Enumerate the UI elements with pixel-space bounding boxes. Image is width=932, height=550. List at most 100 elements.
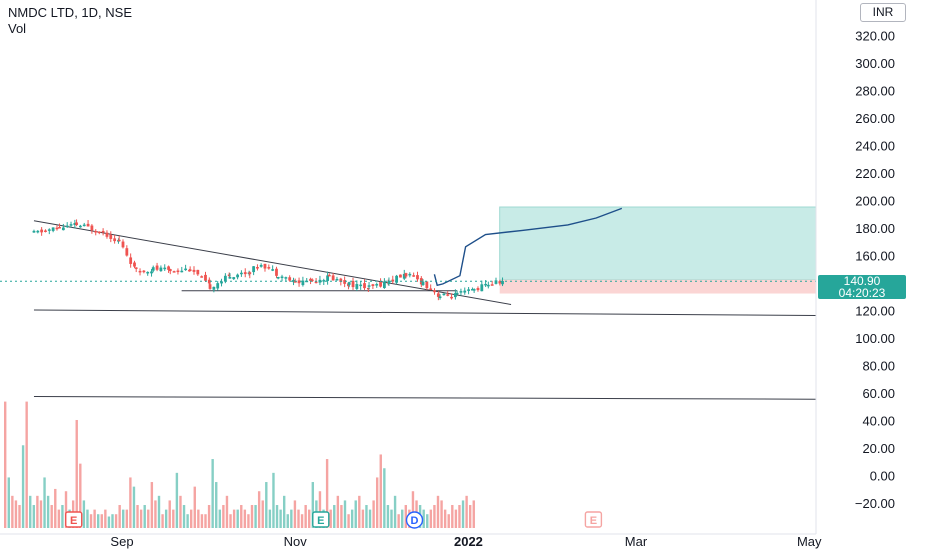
candle-body [259,264,263,267]
candle [476,286,480,292]
candle [40,227,44,236]
symbol-title[interactable]: NMDC LTD, 1D, NSE [8,5,132,20]
volume-bar [465,495,468,528]
earnings-marker [584,511,603,528]
candle [471,287,474,291]
candle-body [176,270,180,273]
candle [155,262,159,272]
candle-body [75,222,78,226]
candle-body [347,282,351,285]
volume-bar [308,509,311,528]
candle-body [436,293,440,297]
volume-bar [472,500,475,528]
candle-body [90,225,94,231]
projection-path[interactable] [433,207,623,287]
volume-bar [436,495,440,528]
candle-body [172,271,176,273]
candle-body [459,291,463,293]
candle-body [180,270,184,273]
volume-bar [197,509,200,528]
candle-body [32,230,36,233]
volume-bar [193,486,196,528]
volume-bar [57,509,61,528]
candle-body [267,267,271,269]
candle-body [151,267,155,271]
volume-bar [401,509,404,528]
candle-body [339,278,343,282]
candle [463,287,467,295]
candle [343,276,347,288]
candle-body [138,270,142,273]
currency-button[interactable]: INR [860,3,906,22]
candle [220,278,223,287]
candle-body [412,275,416,277]
trendlines[interactable] [33,220,817,400]
price-tick-label: 300.00 [855,56,895,71]
candle-body [216,283,220,289]
event-marker-label: E [70,515,77,527]
candle-body [463,290,467,293]
event-marker-label: E [317,515,324,527]
volume-bar [300,514,304,528]
candle-body [134,267,138,269]
volume-bar [454,509,458,528]
price-tick-label: 80.00 [862,359,895,374]
candle-body [433,290,436,293]
candle [363,279,366,291]
candle [94,229,98,236]
long-position-zones[interactable] [499,206,817,294]
candle [280,274,284,282]
candle-body [73,223,77,225]
price-axis[interactable]: 340320.00300.00280.00260.00240.00220.002… [815,0,895,534]
volume-bar [232,509,236,528]
candle-body [472,289,476,291]
candle [163,264,167,271]
candle [65,222,69,228]
price-tick-label: 220.00 [855,166,895,181]
volume-bar [329,509,332,528]
candle [438,294,442,300]
candle [32,229,36,233]
candle [501,277,504,287]
candle [55,225,59,231]
candle-body [129,257,133,264]
candle-body [117,239,121,242]
price-tick-label: 40.00 [862,414,895,429]
last-price-value: 140.90 [843,274,881,288]
volume-label[interactable]: Vol [8,21,27,36]
candle-body [301,280,305,286]
volume-bar [147,509,150,528]
trendline-4 [33,395,817,400]
volume-bar [179,495,182,528]
candle [232,276,236,280]
candle [288,275,292,282]
candle-body [416,275,419,280]
candle-body [379,282,382,287]
volume-bar [157,495,161,528]
price-tick-label: 240.00 [855,139,895,154]
candle [105,230,109,239]
candle [425,281,429,291]
candle-body [227,274,231,277]
volume-bar [100,514,103,528]
event-marker-4: E [584,511,603,528]
candle-body [256,267,259,269]
candle-body [371,284,375,286]
candle [275,266,278,279]
candle [196,269,200,276]
candle-body [232,277,236,280]
candle-body [490,284,494,286]
candle [490,280,494,286]
candle [204,271,207,282]
time-axis[interactable]: Sep Nov 2022 Mar May [0,533,822,549]
candle-body [248,272,252,275]
volume-bar [461,500,465,528]
time-tick-label: Sep [110,534,133,549]
time-tick-label: 2022 [454,534,483,549]
price-tick-label: 0.00 [870,469,895,484]
candle-body [142,270,146,273]
volume-bar [107,516,111,528]
volume-bar [354,500,357,528]
